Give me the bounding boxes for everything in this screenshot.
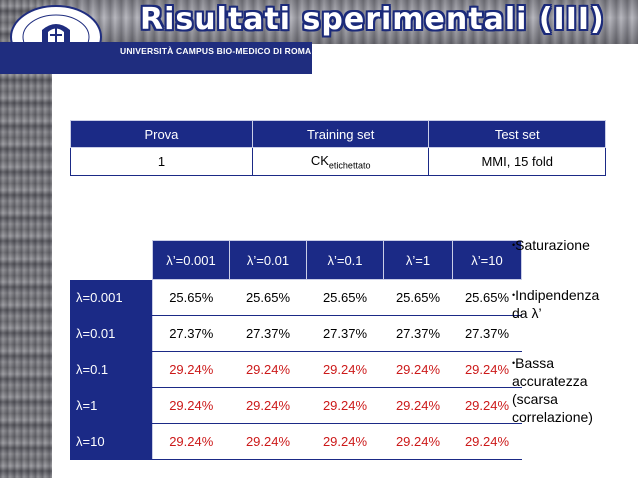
row-header: λ=0.001 xyxy=(70,279,153,316)
table-cell: 29.24% xyxy=(452,423,522,460)
col-header: λ’=0.001 xyxy=(152,240,230,280)
table-cell: 29.24% xyxy=(383,423,453,460)
table-cell: 27.37% xyxy=(452,315,522,352)
header-training-set: Training set xyxy=(251,120,430,148)
table-cell: 27.37% xyxy=(383,315,453,352)
table-row: λ=1 29.24% 29.24% 29.24% 29.24% 29.24% xyxy=(70,387,522,424)
list-item: •Bassa accuratezza (scarsa correlazione) xyxy=(512,355,593,425)
table-cell: 25.65% xyxy=(229,279,307,316)
table-cell: 25.65% xyxy=(383,279,453,316)
corner-cell xyxy=(70,241,153,280)
table-cell: 29.24% xyxy=(152,423,230,460)
table-cell: 29.24% xyxy=(152,351,230,388)
table-cell: 27.37% xyxy=(152,315,230,352)
lambda-results-table: λ’=0.001 λ’=0.01 λ’=0.1 λ’=1 λ’=10 λ=0.0… xyxy=(70,240,522,460)
table-cell: 29.24% xyxy=(383,387,453,424)
list-item: •Indipendenza da λ’ xyxy=(512,287,600,321)
table-row: 1 CKetichettato MMI, 15 fold xyxy=(70,147,606,176)
row-header: λ=10 xyxy=(70,423,153,460)
row-header: λ=0.01 xyxy=(70,315,153,352)
slide-title: Risultati sperimentali (III) xyxy=(140,2,605,37)
table-cell: 29.24% xyxy=(452,387,522,424)
bullet-icon: • xyxy=(512,358,516,368)
row-header: λ=1 xyxy=(70,387,153,424)
cell-prova: 1 xyxy=(70,147,253,176)
table-cell: 25.65% xyxy=(452,279,522,316)
experiment-setup-table: Prova Training set Test set 1 CKetichett… xyxy=(70,120,606,176)
header-test-set: Test set xyxy=(428,120,606,148)
cell-training-set: CKetichettato xyxy=(251,147,430,176)
table-cell: 29.24% xyxy=(306,351,384,388)
table-row: λ=10 29.24% 29.24% 29.24% 29.24% 29.24% xyxy=(70,423,522,460)
bullet-icon: • xyxy=(512,290,516,300)
table-cell: 29.24% xyxy=(452,351,522,388)
table-cell: 27.37% xyxy=(229,315,307,352)
table-row: λ=0.1 29.24% 29.24% 29.24% 29.24% 29.24% xyxy=(70,351,522,388)
cell-test-set: MMI, 15 fold xyxy=(428,147,606,176)
table-cell: 25.65% xyxy=(152,279,230,316)
table-cell: 29.24% xyxy=(152,387,230,424)
col-header: λ’=1 xyxy=(383,240,453,280)
university-name: UNIVERSITÀ CAMPUS BIO-MEDICO DI ROMA xyxy=(120,46,312,56)
table-header-row: Prova Training set Test set xyxy=(70,120,606,148)
header-background-art xyxy=(0,0,638,44)
observations-list: •Saturazione •Indipendenza da λ’ •Bassa ac… xyxy=(512,236,638,450)
table-cell: 29.24% xyxy=(229,387,307,424)
table-cell: 29.24% xyxy=(229,423,307,460)
table-cell: 29.24% xyxy=(383,351,453,388)
training-sub: etichettato xyxy=(328,160,371,171)
col-header: λ’=0.01 xyxy=(229,240,307,280)
table-cell: 25.65% xyxy=(306,279,384,316)
table-cell: 29.24% xyxy=(306,423,384,460)
table-cell: 29.24% xyxy=(229,351,307,388)
header-prova: Prova xyxy=(70,120,253,148)
col-header: λ’=0.1 xyxy=(306,240,384,280)
left-decorative-art xyxy=(0,0,52,478)
table-cell: 29.24% xyxy=(306,387,384,424)
list-item: •Saturazione xyxy=(512,237,590,253)
table-cell: 27.37% xyxy=(306,315,384,352)
university-banner xyxy=(0,42,312,74)
row-header: λ=0.1 xyxy=(70,351,153,388)
col-header: λ’=10 xyxy=(452,240,522,280)
table-row: λ=0.001 25.65% 25.65% 25.65% 25.65% 25.65% xyxy=(70,279,522,316)
training-main: CK xyxy=(310,152,329,168)
bullet-icon: • xyxy=(512,240,516,250)
lambda-prime-header-row: λ’=0.001 λ’=0.01 λ’=0.1 λ’=1 λ’=10 xyxy=(70,240,522,280)
table-row: λ=0.01 27.37% 27.37% 27.37% 27.37% 27.37% xyxy=(70,315,522,352)
